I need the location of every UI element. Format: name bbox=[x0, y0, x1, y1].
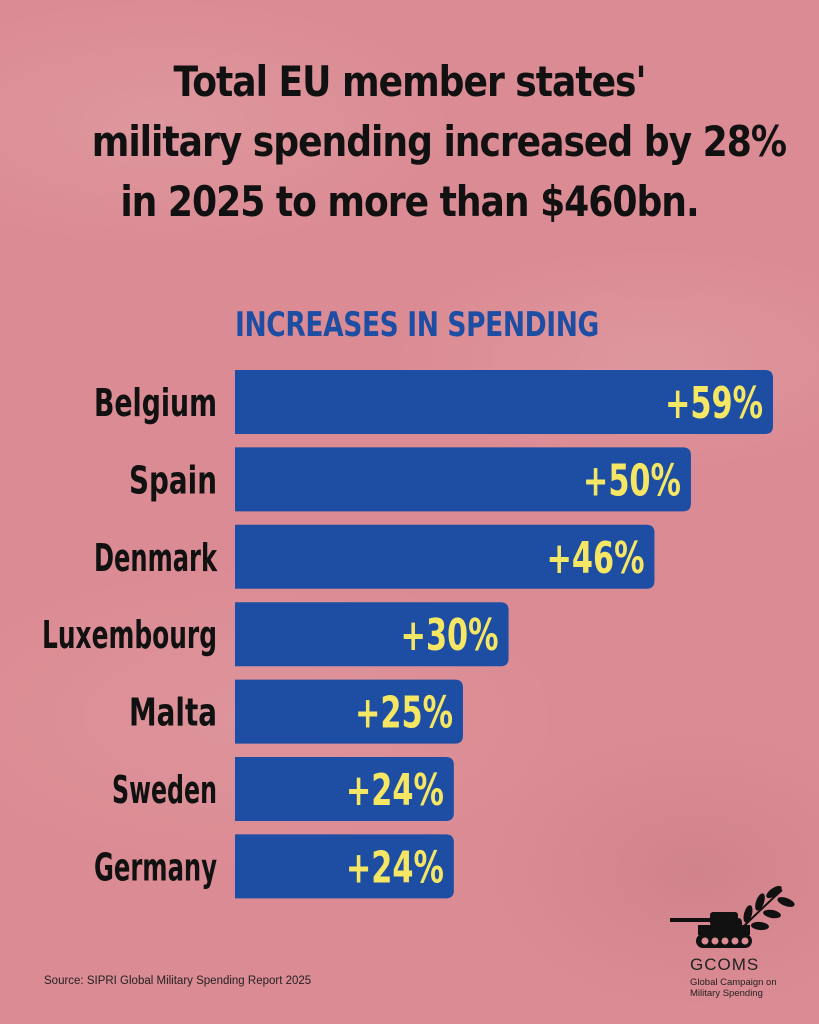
bar-germany bbox=[235, 834, 454, 899]
logo-subtitle: Global Campaign on Military Spending bbox=[690, 977, 777, 999]
bar-belgium bbox=[235, 370, 773, 434]
bar-luxembourg bbox=[235, 602, 509, 667]
value-label-luxembourg: +30% bbox=[401, 610, 499, 661]
category-label-germany: Germany bbox=[94, 845, 217, 889]
category-label-luxembourg: Luxembourg bbox=[42, 613, 217, 657]
category-label-malta: Malta bbox=[129, 691, 217, 735]
headline-line-2: military spending increased by 28% bbox=[91, 117, 787, 166]
category-label-belgium: Belgium bbox=[94, 381, 217, 425]
chart-title: INCREASES IN SPENDING bbox=[235, 305, 599, 345]
logo-name: GCOMS bbox=[690, 955, 760, 974]
value-label-spain: +50% bbox=[583, 455, 681, 506]
headline-line-3: in 2025 to more than $460bn. bbox=[120, 177, 699, 226]
bar-denmark bbox=[235, 524, 655, 589]
value-label-belgium: +59% bbox=[665, 378, 763, 429]
value-label-malta: +25% bbox=[355, 688, 453, 739]
source-note: Source: SIPRI Global Military Spending R… bbox=[44, 975, 312, 987]
headline: Total EU member states' military spendin… bbox=[91, 52, 787, 232]
bar-sweden bbox=[235, 757, 454, 821]
value-label-sweden: +24% bbox=[346, 765, 444, 816]
bar-spain bbox=[235, 447, 691, 512]
value-label-denmark: +46% bbox=[546, 533, 644, 584]
category-label-denmark: Denmark bbox=[94, 536, 217, 580]
headline-line-1: Total EU member states' bbox=[173, 57, 646, 106]
tank-olive-branch-logo-icon bbox=[670, 885, 795, 948]
category-label-sweden: Sweden bbox=[112, 768, 217, 812]
bar-malta bbox=[235, 679, 463, 744]
category-label-spain: Spain bbox=[129, 458, 217, 502]
value-label-germany: +24% bbox=[346, 842, 444, 893]
